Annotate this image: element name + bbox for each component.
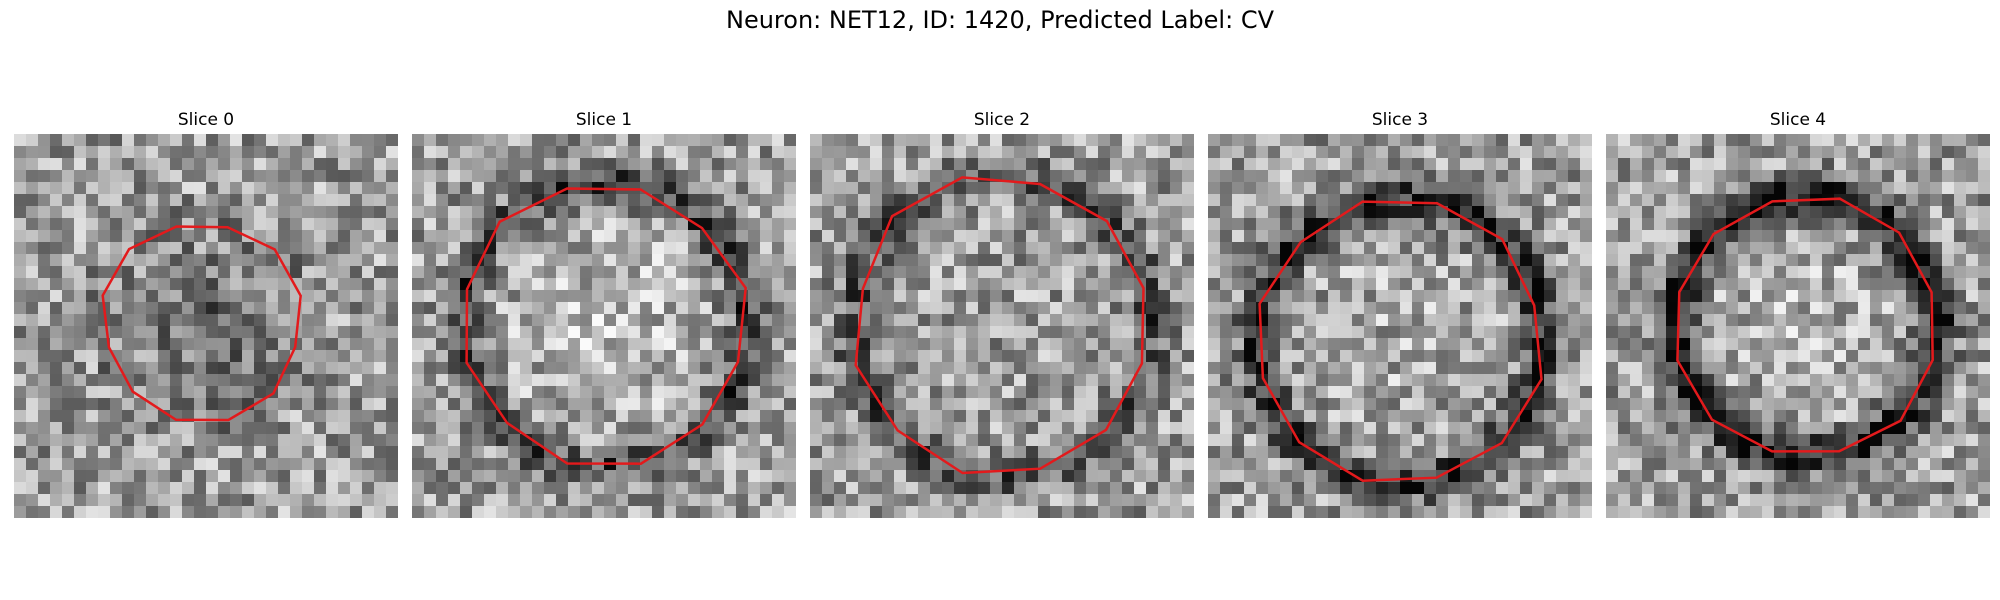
panel-title: Slice 4 [1606, 108, 1990, 134]
figure-title: Neuron: NET12, ID: 1420, Predicted Label… [0, 6, 2000, 34]
panel-title: Slice 3 [1208, 108, 1592, 134]
panel-slice-0: Slice 0 [14, 108, 398, 518]
panel-slice-2: Slice 2 [810, 108, 1194, 518]
slice-image [1606, 134, 1990, 518]
slice-image [412, 134, 796, 518]
panel-slice-1: Slice 1 [412, 108, 796, 518]
slice-image [1208, 134, 1592, 518]
slice-image [810, 134, 1194, 518]
panel-title: Slice 2 [810, 108, 1194, 134]
panel-slice-4: Slice 4 [1606, 108, 1990, 518]
slice-image [14, 134, 398, 518]
panel-title: Slice 1 [412, 108, 796, 134]
panel-title: Slice 0 [14, 108, 398, 134]
panel-slice-3: Slice 3 [1208, 108, 1592, 518]
